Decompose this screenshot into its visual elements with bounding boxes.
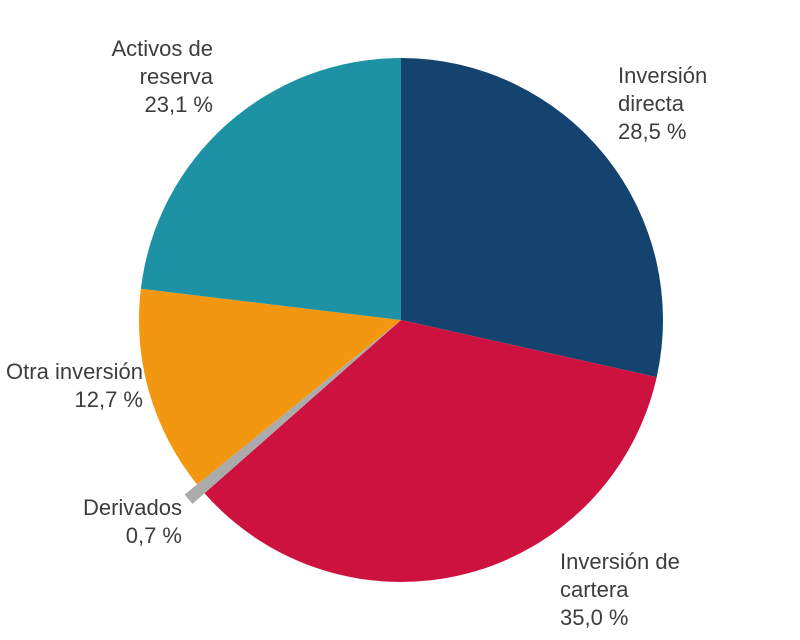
pie-slice-derivados <box>184 320 401 504</box>
label-value: 35,0 % <box>560 605 629 630</box>
label-line: directa <box>618 91 685 116</box>
label-line: Activos de <box>111 36 214 61</box>
label-line: cartera <box>560 577 629 602</box>
label-value: 23,1 % <box>144 92 214 117</box>
label-inversion-directa: Inversión directa 28,5 % <box>618 62 707 146</box>
label-value: 28,5 % <box>618 119 687 144</box>
label-activos-de-reserva: Activos de reserva 23,1 % <box>112 35 214 119</box>
label-value: 12,7 % <box>74 387 144 412</box>
label-line: Inversión de <box>560 549 680 574</box>
label-derivados: Derivados 0,7 % <box>83 494 182 550</box>
label-line: reserva <box>139 64 213 89</box>
label-inversion-de-cartera: Inversión de cartera 35,0 % <box>560 548 680 632</box>
pie-slice-inversion-directa <box>401 58 663 378</box>
label-line: Otra inversión <box>6 359 143 384</box>
label-line: Derivados <box>82 495 182 520</box>
label-value: 0,7 % <box>125 523 182 548</box>
label-line: Inversión <box>618 63 708 88</box>
pie-slice-inversion-de-cartera <box>204 320 657 582</box>
label-otra-inversion: Otra inversión 12,7 % <box>6 358 143 414</box>
pie-slice-activos-de-reserva <box>140 58 402 320</box>
pie-slice-otra-inversion <box>138 288 401 485</box>
